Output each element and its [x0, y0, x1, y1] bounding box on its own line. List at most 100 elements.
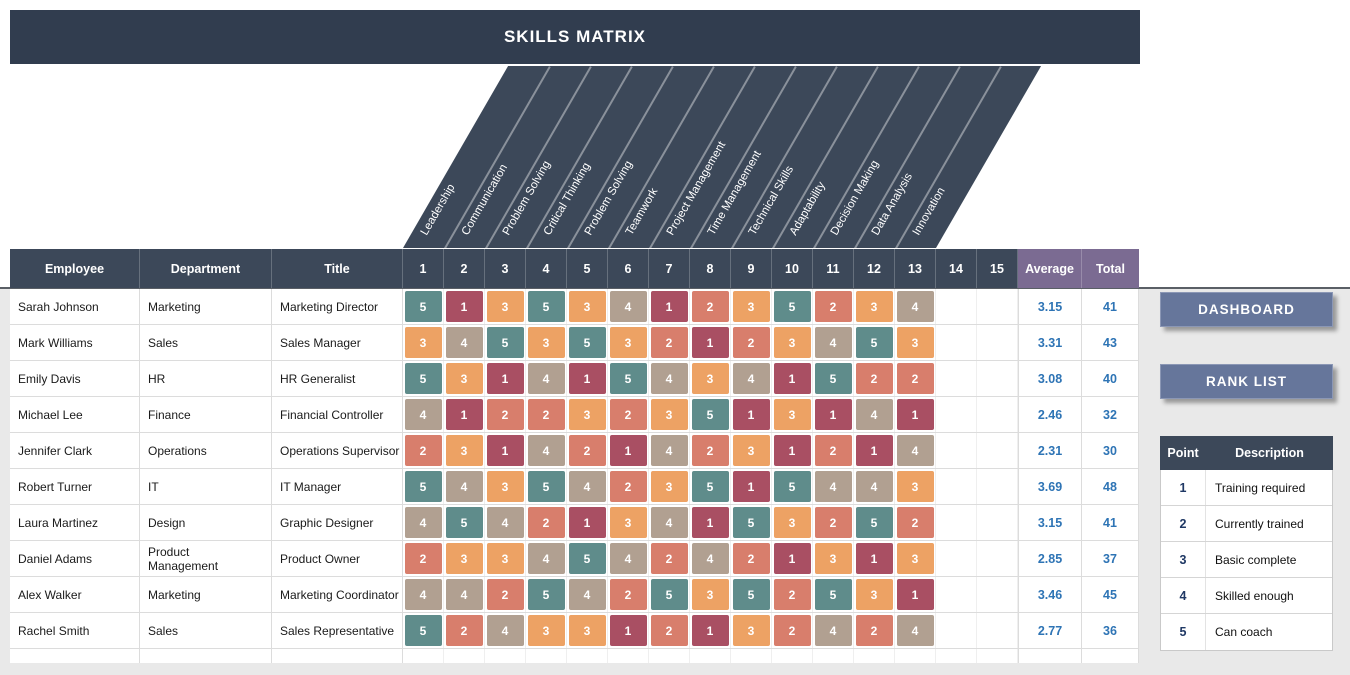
score-cell[interactable]: 5 — [813, 361, 854, 396]
score-cell[interactable]: 4 — [403, 577, 444, 612]
score-cell[interactable]: 2 — [526, 505, 567, 540]
empty-cell[interactable] — [1082, 649, 1139, 663]
score-cell[interactable]: 4 — [649, 433, 690, 468]
employee-cell[interactable]: Daniel Adams — [10, 541, 140, 576]
score-cell[interactable]: 2 — [895, 361, 936, 396]
empty-cell[interactable] — [485, 649, 526, 663]
total-cell[interactable]: 30 — [1082, 433, 1139, 468]
total-cell[interactable]: 40 — [1082, 361, 1139, 396]
empty-cell[interactable] — [772, 649, 813, 663]
empty-cell[interactable] — [10, 649, 140, 663]
score-cell[interactable] — [977, 613, 1018, 648]
score-cell[interactable] — [936, 613, 977, 648]
score-cell[interactable]: 5 — [526, 289, 567, 324]
score-cell[interactable]: 5 — [854, 325, 895, 360]
average-cell[interactable]: 3.15 — [1018, 289, 1082, 324]
score-cell[interactable]: 3 — [608, 505, 649, 540]
total-cell[interactable]: 32 — [1082, 397, 1139, 432]
score-cell[interactable]: 2 — [526, 397, 567, 432]
employee-cell[interactable]: Laura Martinez — [10, 505, 140, 540]
score-cell[interactable] — [936, 289, 977, 324]
score-cell[interactable] — [977, 577, 1018, 612]
score-cell[interactable] — [936, 361, 977, 396]
score-cell[interactable] — [977, 325, 1018, 360]
score-cell[interactable]: 4 — [485, 613, 526, 648]
score-cell[interactable]: 2 — [813, 289, 854, 324]
score-cell[interactable]: 5 — [690, 397, 731, 432]
title-cell[interactable]: Marketing Director — [272, 289, 403, 324]
score-cell[interactable]: 2 — [403, 433, 444, 468]
title-cell[interactable]: Graphic Designer — [272, 505, 403, 540]
score-cell[interactable]: 5 — [567, 541, 608, 576]
score-cell[interactable]: 5 — [731, 577, 772, 612]
empty-cell[interactable] — [140, 649, 272, 663]
score-cell[interactable]: 5 — [403, 361, 444, 396]
empty-cell[interactable] — [731, 649, 772, 663]
score-cell[interactable]: 4 — [649, 505, 690, 540]
department-cell[interactable]: Operations — [140, 433, 272, 468]
score-cell[interactable]: 2 — [690, 433, 731, 468]
score-cell[interactable]: 5 — [813, 577, 854, 612]
average-cell[interactable]: 3.69 — [1018, 469, 1082, 504]
total-cell[interactable]: 36 — [1082, 613, 1139, 648]
score-cell[interactable]: 1 — [567, 505, 608, 540]
score-cell[interactable]: 3 — [567, 613, 608, 648]
title-cell[interactable]: IT Manager — [272, 469, 403, 504]
score-cell[interactable]: 4 — [526, 361, 567, 396]
score-cell[interactable]: 1 — [649, 289, 690, 324]
score-cell[interactable]: 1 — [444, 397, 485, 432]
score-cell[interactable]: 5 — [854, 505, 895, 540]
score-cell[interactable]: 3 — [895, 469, 936, 504]
score-cell[interactable]: 2 — [649, 613, 690, 648]
employee-cell[interactable]: Robert Turner — [10, 469, 140, 504]
score-cell[interactable]: 5 — [526, 469, 567, 504]
score-cell[interactable] — [936, 577, 977, 612]
score-cell[interactable]: 2 — [608, 397, 649, 432]
empty-cell[interactable] — [444, 649, 485, 663]
score-cell[interactable]: 2 — [403, 541, 444, 576]
score-cell[interactable]: 2 — [854, 613, 895, 648]
score-cell[interactable] — [977, 289, 1018, 324]
score-cell[interactable]: 1 — [731, 397, 772, 432]
score-cell[interactable]: 3 — [567, 289, 608, 324]
score-cell[interactable]: 3 — [444, 361, 485, 396]
score-cell[interactable]: 1 — [444, 289, 485, 324]
score-cell[interactable] — [936, 505, 977, 540]
average-cell[interactable]: 2.46 — [1018, 397, 1082, 432]
department-cell[interactable]: Sales — [140, 613, 272, 648]
department-cell[interactable]: Sales — [140, 325, 272, 360]
score-cell[interactable]: 4 — [567, 577, 608, 612]
score-cell[interactable]: 5 — [403, 613, 444, 648]
score-cell[interactable]: 3 — [731, 289, 772, 324]
score-cell[interactable]: 3 — [690, 361, 731, 396]
empty-cell[interactable] — [526, 649, 567, 663]
title-cell[interactable]: Marketing Coordinator — [272, 577, 403, 612]
score-cell[interactable] — [936, 469, 977, 504]
score-cell[interactable]: 2 — [813, 505, 854, 540]
score-cell[interactable]: 1 — [895, 397, 936, 432]
score-cell[interactable] — [977, 361, 1018, 396]
score-cell[interactable]: 1 — [690, 613, 731, 648]
total-cell[interactable]: 41 — [1082, 505, 1139, 540]
score-cell[interactable]: 4 — [526, 433, 567, 468]
score-cell[interactable]: 4 — [731, 361, 772, 396]
score-cell[interactable]: 3 — [731, 433, 772, 468]
score-cell[interactable]: 5 — [485, 325, 526, 360]
department-cell[interactable]: HR — [140, 361, 272, 396]
score-cell[interactable]: 3 — [895, 325, 936, 360]
score-cell[interactable]: 3 — [649, 469, 690, 504]
total-cell[interactable]: 37 — [1082, 541, 1139, 576]
score-cell[interactable]: 4 — [813, 613, 854, 648]
title-cell[interactable]: Sales Representative — [272, 613, 403, 648]
department-cell[interactable]: Product Management — [140, 541, 272, 576]
score-cell[interactable]: 5 — [649, 577, 690, 612]
score-cell[interactable]: 3 — [813, 541, 854, 576]
score-cell[interactable] — [936, 541, 977, 576]
score-cell[interactable]: 4 — [854, 397, 895, 432]
score-cell[interactable]: 5 — [690, 469, 731, 504]
rank-list-button[interactable]: RANK LIST — [1160, 364, 1333, 399]
score-cell[interactable]: 1 — [485, 361, 526, 396]
employee-cell[interactable]: Jennifer Clark — [10, 433, 140, 468]
score-cell[interactable]: 5 — [772, 289, 813, 324]
employee-cell[interactable]: Alex Walker — [10, 577, 140, 612]
